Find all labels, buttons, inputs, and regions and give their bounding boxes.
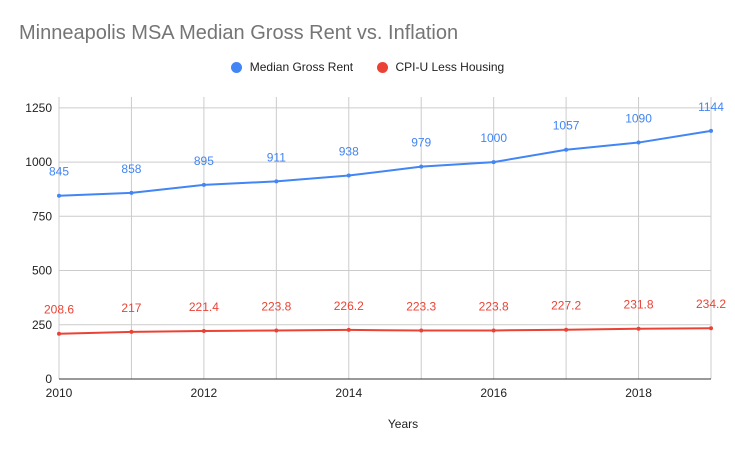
y-tick-label: 750 xyxy=(32,209,52,223)
data-point-1 xyxy=(419,328,424,333)
y-tick-label: 1000 xyxy=(25,155,52,169)
data-point-1 xyxy=(564,327,569,332)
x-axis-title: Years xyxy=(388,417,418,431)
chart-title: Minneapolis MSA Median Gross Rent vs. In… xyxy=(19,22,459,44)
data-label-1: 217 xyxy=(121,301,141,315)
x-tick-label: 2010 xyxy=(46,386,73,400)
legend-item-rent[interactable]: Median Gross Rent xyxy=(230,60,354,74)
series-line-0 xyxy=(58,129,712,197)
data-point-0 xyxy=(129,190,134,195)
data-label-0: 1057 xyxy=(553,119,580,133)
data-label-0: 911 xyxy=(267,150,286,164)
data-point-0 xyxy=(419,164,424,169)
series-line-1 xyxy=(58,327,712,335)
data-label-0: 1144 xyxy=(698,100,724,114)
data-point-1 xyxy=(709,326,713,331)
data-point-1 xyxy=(57,331,61,336)
data-label-1: 221.4 xyxy=(189,300,219,314)
legend-label-rent: Median Gross Rent xyxy=(249,60,354,74)
data-point-0 xyxy=(709,128,713,133)
data-label-1: 234.2 xyxy=(696,297,726,311)
data-point-1 xyxy=(346,327,351,332)
data-label-1: 227.2 xyxy=(551,299,581,313)
data-label-0: 895 xyxy=(194,154,214,168)
data-label-1: 226.2 xyxy=(334,299,364,313)
data-label-1: 208.6 xyxy=(44,303,74,317)
data-point-1 xyxy=(491,328,496,333)
x-tick-label: 2018 xyxy=(625,386,652,400)
data-label-0: 938 xyxy=(339,145,359,159)
data-point-1 xyxy=(129,329,134,334)
legend: Median Gross Rent CPI-U Less Housing xyxy=(0,60,735,76)
legend-label-cpi: CPI-U Less Housing xyxy=(395,60,505,74)
y-tick-label: 500 xyxy=(32,264,52,278)
data-point-0 xyxy=(346,173,351,178)
data-label-0: 979 xyxy=(411,136,431,150)
data-label-0: 1000 xyxy=(480,131,507,145)
data-point-0 xyxy=(636,140,641,145)
data-label-1: 231.8 xyxy=(624,298,654,312)
data-point-1 xyxy=(274,328,279,333)
data-point-1 xyxy=(636,326,641,331)
legend-marker-rent xyxy=(230,61,242,73)
x-tick-label: 2014 xyxy=(335,386,362,400)
data-point-0 xyxy=(57,193,61,198)
data-label-0: 858 xyxy=(121,162,141,176)
y-tick-label: 250 xyxy=(32,318,52,332)
data-point-0 xyxy=(491,160,496,165)
legend-item-cpi[interactable]: CPI-U Less Housing xyxy=(376,60,505,74)
data-point-0 xyxy=(274,179,279,184)
y-tick-label: 0 xyxy=(45,372,52,386)
data-point-0 xyxy=(201,182,206,187)
x-tick-label: 2016 xyxy=(480,386,507,400)
legend-marker-cpi xyxy=(376,61,388,73)
y-tick-label: 1250 xyxy=(25,101,52,115)
data-label-1: 223.8 xyxy=(261,299,291,313)
data-label-1: 223.8 xyxy=(479,299,509,313)
x-tick-label: 2012 xyxy=(191,386,218,400)
data-point-1 xyxy=(201,328,206,333)
data-label-0: 845 xyxy=(49,165,69,179)
data-label-0: 1090 xyxy=(625,112,652,126)
data-label-1: 223.3 xyxy=(406,300,436,314)
data-point-0 xyxy=(564,147,569,152)
